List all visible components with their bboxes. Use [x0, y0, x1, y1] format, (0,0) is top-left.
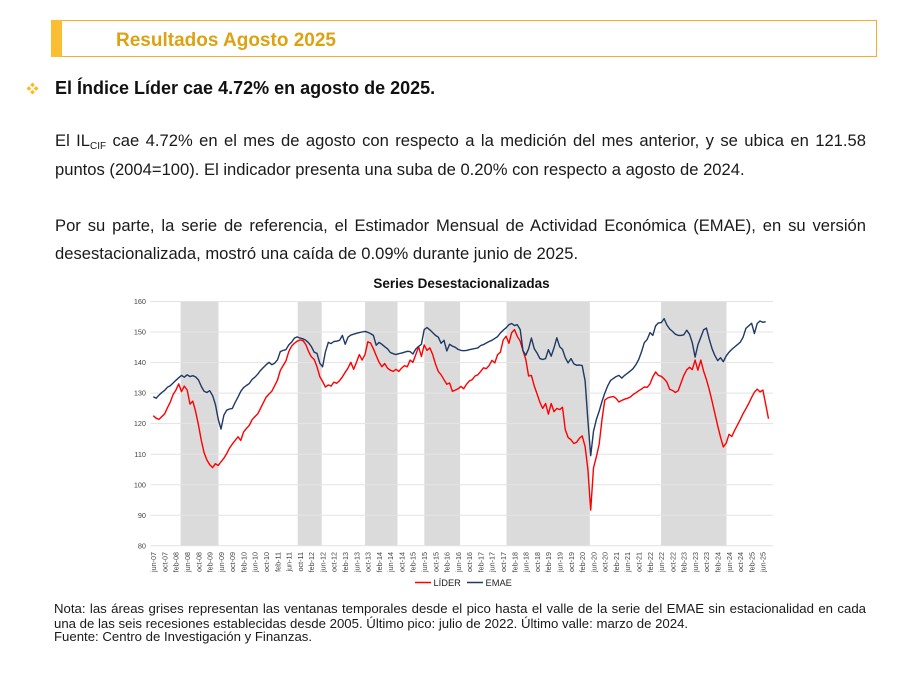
svg-text:jun-10: jun-10: [251, 552, 260, 573]
svg-text:oct-12: oct-12: [330, 552, 339, 572]
svg-text:feb-10: feb-10: [239, 552, 248, 572]
svg-text:oct-11: oct-11: [296, 552, 305, 571]
svg-text:jun-17: jun-17: [488, 552, 497, 573]
svg-text:oct-09: oct-09: [228, 552, 237, 572]
svg-text:jun-13: jun-13: [352, 552, 361, 573]
svg-text:jun-15: jun-15: [420, 552, 429, 573]
svg-text:feb-16: feb-16: [443, 552, 452, 572]
svg-text:150: 150: [134, 328, 146, 337]
svg-text:110: 110: [134, 450, 146, 459]
svg-text:oct-16: oct-16: [465, 552, 474, 572]
svg-text:feb-25: feb-25: [747, 552, 756, 572]
svg-text:feb-08: feb-08: [172, 552, 181, 572]
svg-text:oct-10: oct-10: [262, 552, 271, 572]
svg-text:120: 120: [134, 419, 146, 428]
svg-text:jun-11: jun-11: [285, 552, 294, 572]
svg-text:oct-08: oct-08: [194, 552, 203, 572]
svg-text:oct-21: oct-21: [635, 552, 644, 572]
svg-text:100: 100: [134, 480, 146, 489]
svg-text:feb-13: feb-13: [341, 552, 350, 572]
svg-text:160: 160: [134, 297, 146, 306]
svg-text:80: 80: [138, 541, 146, 550]
svg-text:140: 140: [134, 358, 146, 367]
svg-text:jun-07: jun-07: [149, 552, 158, 573]
svg-text:feb-18: feb-18: [510, 552, 519, 572]
svg-text:jun-24: jun-24: [725, 552, 734, 573]
svg-text:feb-11: feb-11: [273, 552, 282, 572]
svg-text:oct-19: oct-19: [567, 552, 576, 572]
svg-text:oct-13: oct-13: [364, 552, 373, 572]
svg-text:jun-22: jun-22: [657, 552, 666, 573]
svg-text:feb-20: feb-20: [578, 552, 587, 572]
svg-text:oct-15: oct-15: [431, 552, 440, 572]
svg-text:jun-18: jun-18: [522, 552, 531, 573]
svg-text:oct-18: oct-18: [533, 552, 542, 572]
svg-text:feb-23: feb-23: [680, 552, 689, 572]
svg-text:feb-19: feb-19: [544, 552, 553, 572]
svg-text:feb-12: feb-12: [307, 552, 316, 572]
svg-text:oct-07: oct-07: [160, 552, 169, 572]
svg-text:130: 130: [134, 389, 146, 398]
svg-text:jun-23: jun-23: [691, 552, 700, 573]
svg-text:jun-21: jun-21: [623, 552, 632, 573]
svg-text:feb-24: feb-24: [714, 552, 723, 572]
svg-text:feb-21: feb-21: [612, 552, 621, 572]
svg-text:oct-22: oct-22: [668, 552, 677, 572]
svg-text:feb-09: feb-09: [206, 552, 215, 572]
svg-text:jun-12: jun-12: [318, 552, 327, 573]
svg-text:jun-16: jun-16: [454, 552, 463, 573]
svg-text:LÍDER: LÍDER: [434, 578, 462, 588]
svg-text:feb-17: feb-17: [477, 552, 486, 572]
svg-text:feb-22: feb-22: [646, 552, 655, 572]
svg-text:jun-20: jun-20: [589, 552, 598, 573]
svg-text:jun-19: jun-19: [556, 552, 565, 573]
svg-text:feb-15: feb-15: [409, 552, 418, 572]
svg-text:EMAE: EMAE: [486, 578, 512, 588]
svg-text:jun-25: jun-25: [759, 552, 768, 573]
svg-text:oct-20: oct-20: [601, 552, 610, 572]
svg-text:oct-14: oct-14: [397, 552, 406, 572]
svg-text:90: 90: [138, 511, 146, 520]
svg-text:jun-14: jun-14: [386, 552, 395, 573]
svg-text:oct-17: oct-17: [499, 552, 508, 572]
svg-text:oct-24: oct-24: [736, 552, 745, 572]
svg-text:jun-09: jun-09: [217, 552, 226, 573]
svg-text:feb-14: feb-14: [375, 552, 384, 572]
svg-text:jun-08: jun-08: [183, 552, 192, 573]
svg-text:oct-23: oct-23: [702, 552, 711, 572]
